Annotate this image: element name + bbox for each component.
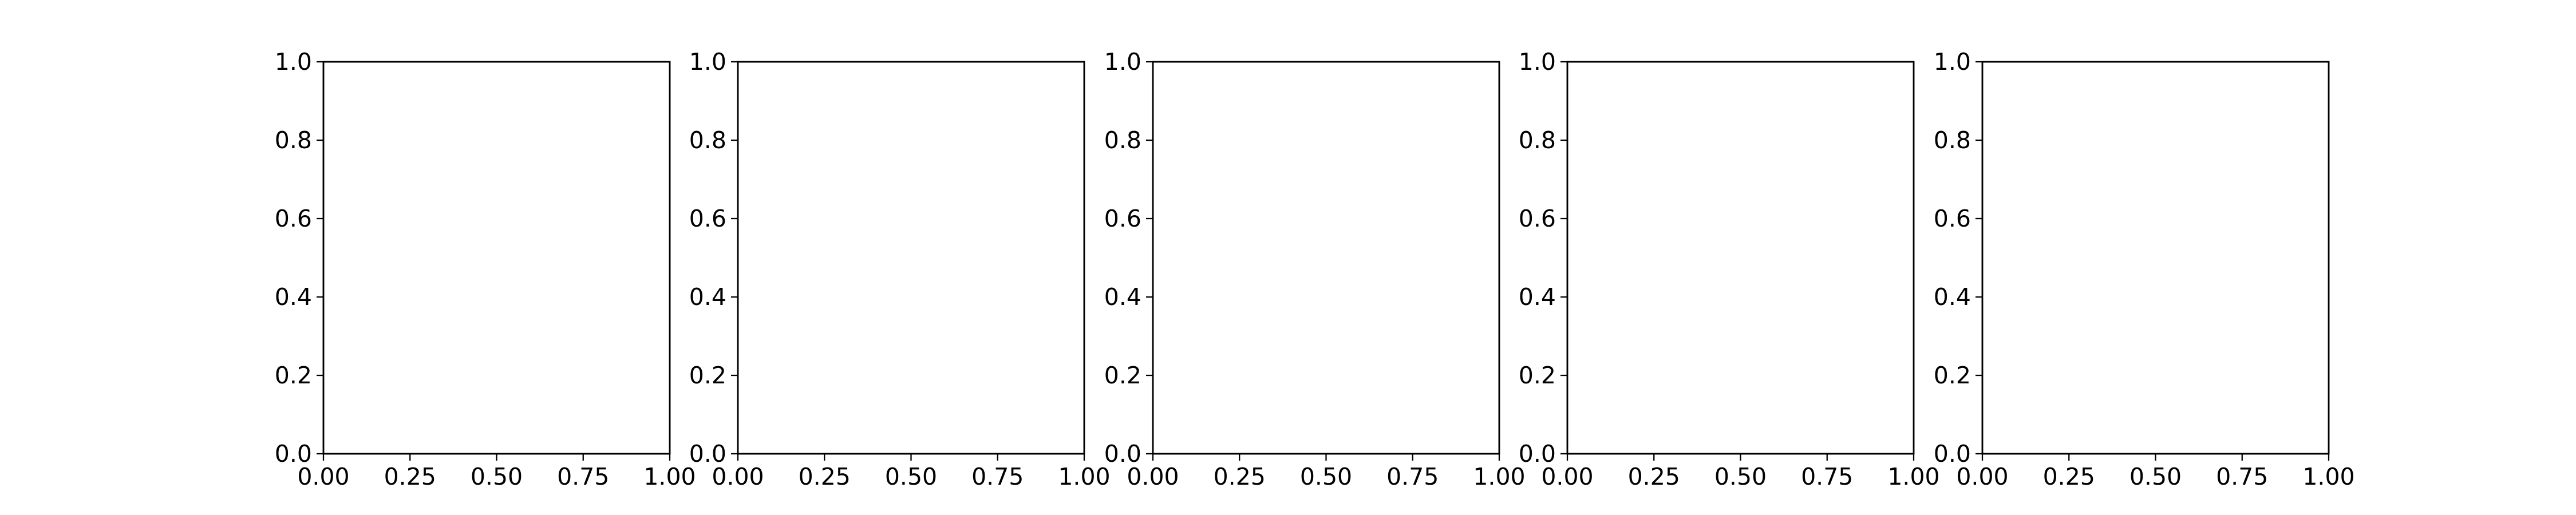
y-tick-label: 0.8 [1934, 126, 1971, 154]
x-tick-label: 0.50 [471, 463, 523, 490]
subplot-2: 0.00 0.25 0.50 0.75 1.00 0.0 0.2 0.4 0.6 0.8 1.0 [689, 48, 1111, 490]
x-tick-label: 0.00 [297, 463, 349, 490]
y-tick-label: 0.2 [1104, 362, 1141, 389]
y-tick-label: 0.4 [689, 283, 726, 311]
x-tick-label: 0.50 [1714, 463, 1767, 490]
y-tick-label: 0.2 [1934, 362, 1971, 389]
y-tick-label: 1.0 [1104, 48, 1141, 76]
y-tick-label: 0.8 [689, 126, 726, 154]
subplot-3: 0.00 0.25 0.50 0.75 1.00 0.0 0.2 0.4 0.6 0.8 1.0 [1104, 48, 1526, 490]
x-tick-label: 0.00 [712, 463, 764, 490]
x-tick-label: 0.50 [1300, 463, 1352, 490]
x-tick-label: 0.75 [1801, 463, 1853, 490]
y-tick-label: 0.0 [1519, 440, 1556, 468]
y-tick-label: 0.2 [689, 362, 726, 389]
y-tick-label: 0.4 [1519, 283, 1556, 311]
x-tick-label: 0.00 [1541, 463, 1593, 490]
x-tick-label: 1.00 [1887, 463, 1939, 490]
y-tick-label: 1.0 [275, 48, 312, 76]
x-tick-label: 0.75 [2216, 463, 2268, 490]
x-tick-label: 0.75 [971, 463, 1024, 490]
y-tick-label: 1.0 [689, 48, 726, 76]
y-tick-label: 0.0 [1934, 440, 1971, 468]
subplot-1: 0.00 0.25 0.50 0.75 1.00 0.0 0.2 0.4 0.6 0.8 1.0 [275, 48, 696, 490]
x-tick-label: 0.75 [1386, 463, 1439, 490]
y-tick-label: 0.8 [1519, 126, 1556, 154]
x-tick-label: 0.00 [1127, 463, 1179, 490]
subplot-4: 0.00 0.25 0.50 0.75 1.00 0.0 0.2 0.4 0.6 0.8 1.0 [1519, 48, 1940, 490]
y-tick-label: 0.8 [1104, 126, 1141, 154]
x-tick-label: 0.50 [2129, 463, 2182, 490]
y-tick-label: 0.6 [689, 205, 726, 232]
subplot-grid: 0.00 0.25 0.50 0.75 1.000.00.20.40.60.81.00.… [275, 48, 2355, 490]
y-tick-label: 0.4 [1934, 283, 1971, 311]
x-tick-label: 0.25 [1628, 463, 1680, 490]
x-tick-label: 0.25 [799, 463, 851, 490]
x-tick-label: 0.25 [384, 463, 436, 490]
y-tick-label: 0.0 [275, 440, 312, 468]
x-tick-label: 1.00 [1473, 463, 1525, 490]
x-tick-label: 1.00 [1058, 463, 1110, 490]
y-tick-label: 0.6 [1934, 205, 1971, 232]
y-tick-label: 0.6 [1104, 205, 1141, 232]
y-tick-label: 0.0 [689, 440, 726, 468]
y-tick-label: 0.2 [275, 362, 312, 389]
y-tick-label: 0.6 [275, 205, 312, 232]
y-tick-label: 1.0 [1519, 48, 1556, 76]
y-tick-label: 0.6 [1519, 205, 1556, 232]
y-tick-label: 1.0 [1934, 48, 1971, 76]
x-tick-label: 0.75 [557, 463, 609, 490]
y-tick-label: 0.4 [275, 283, 312, 311]
x-tick-label: 1.00 [643, 463, 696, 490]
y-tick-label: 0.8 [275, 126, 312, 154]
x-tick-label: 0.25 [1214, 463, 1266, 490]
subplot-5: 0.00 0.25 0.50 0.75 1.00 0.0 0.2 0.4 0.6 0.8 1.0 [1934, 48, 2355, 490]
x-tick-label: 0.25 [2043, 463, 2095, 490]
x-tick-label: 1.00 [2302, 463, 2354, 490]
y-tick-label: 0.0 [1104, 440, 1141, 468]
x-tick-label: 0.50 [885, 463, 937, 490]
x-tick-label: 0.00 [1956, 463, 2008, 490]
y-tick-label: 0.2 [1519, 362, 1556, 389]
y-tick-label: 0.4 [1104, 283, 1141, 311]
